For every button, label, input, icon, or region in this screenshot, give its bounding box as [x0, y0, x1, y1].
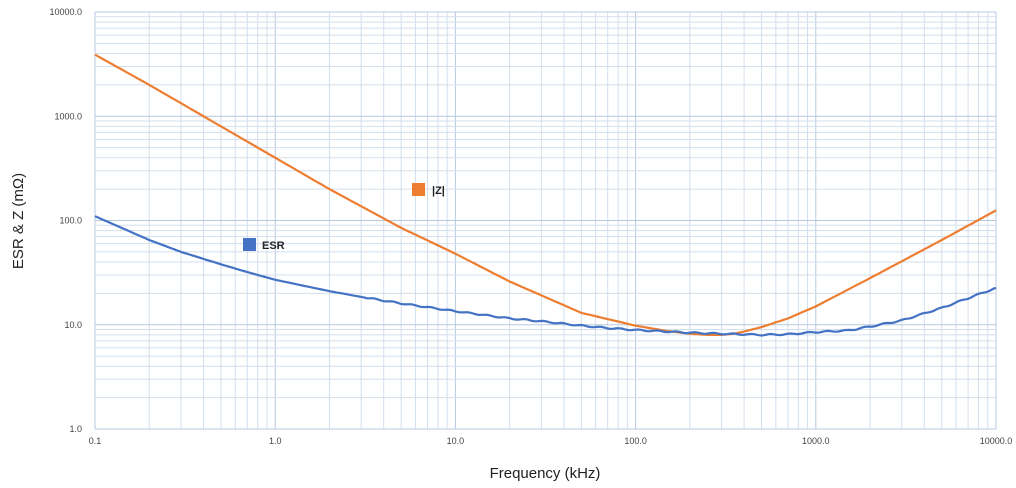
z-legend-label: |Z|: [432, 185, 445, 197]
y-tick-label: 1.0: [69, 424, 82, 434]
x-axis-title: Frequency (kHz): [490, 465, 601, 482]
y-tick-label: 10000.0: [49, 7, 82, 17]
series-lines: [94, 53, 997, 337]
y-tick-label: 1000.0: [54, 111, 82, 121]
y-axis-title: ESR & Z (mΩ): [10, 173, 27, 269]
y-tick-label: 100.0: [59, 216, 82, 226]
inline-legend: |Z| ESR: [243, 183, 445, 252]
esr-legend-label: ESR: [262, 240, 285, 252]
z-series-line: [94, 53, 997, 336]
y-tick-label: 10.0: [64, 320, 82, 330]
esr-legend-swatch: [243, 238, 256, 251]
z-legend-swatch: [412, 183, 425, 196]
x-tick-label: 1000.0: [802, 436, 830, 446]
y-tick-labels: 1.0 10.0 100.0 1000.0 10000.0: [49, 7, 82, 434]
esr-series-line: [94, 215, 997, 337]
x-tick-label: 10000.0: [980, 436, 1013, 446]
x-tick-labels: 0.1 1.0 10.0 100.0 1000.0 10000.0: [89, 436, 1013, 446]
x-tick-label: 10.0: [447, 436, 465, 446]
grid-lines: [94, 11, 997, 430]
x-tick-label: 1.0: [269, 436, 282, 446]
x-tick-label: 0.1: [89, 436, 102, 446]
x-tick-label: 100.0: [624, 436, 647, 446]
